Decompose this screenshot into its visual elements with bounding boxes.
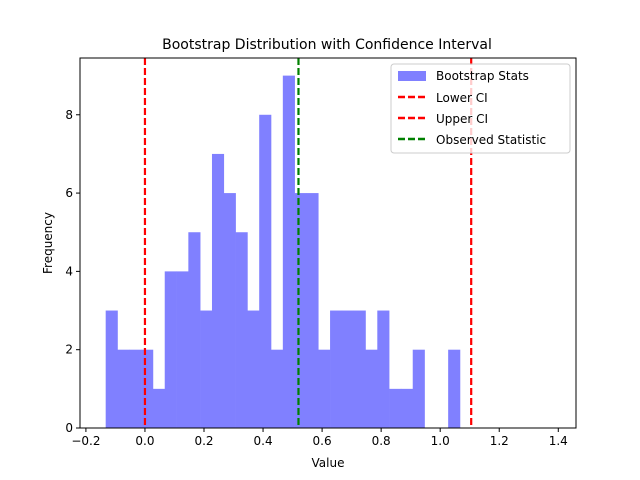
histogram-bar xyxy=(400,388,414,428)
y-tick-label: 8 xyxy=(65,108,73,122)
legend-box xyxy=(390,63,571,154)
histogram-bar xyxy=(377,310,390,428)
legend-label-observed: Observed Statistic xyxy=(436,133,546,147)
y-tick-label: 0 xyxy=(65,421,73,435)
legend-swatch-bootstrap xyxy=(398,71,426,81)
histogram-bar xyxy=(141,349,154,428)
histogram-bar xyxy=(105,310,118,428)
histogram-bar xyxy=(164,271,177,428)
histogram-bar xyxy=(211,153,225,429)
histogram-bar xyxy=(330,310,343,428)
histogram-bar xyxy=(294,193,307,428)
histogram-bar xyxy=(247,310,260,428)
histogram-bar xyxy=(412,349,425,428)
histogram-bar xyxy=(223,193,236,428)
x-tick-label: 0.6 xyxy=(313,434,332,448)
x-tick-label: 1.4 xyxy=(549,434,568,448)
histogram-bar xyxy=(389,388,402,428)
x-axis: −0.2 0.0 0.2 0.4 0.6 0.8 1.0 1.2 1.4 xyxy=(71,428,568,448)
x-tick-label: 0.2 xyxy=(194,434,213,448)
x-tick-label: 0.0 xyxy=(135,434,154,448)
histogram-bar xyxy=(176,271,189,428)
x-tick-label: −0.2 xyxy=(71,434,100,448)
histogram-bar xyxy=(271,349,284,428)
histogram-bar xyxy=(235,232,248,428)
histogram-bar xyxy=(448,349,461,428)
y-axis: 0 2 4 6 8 xyxy=(65,108,80,435)
histogram-bar xyxy=(341,310,354,428)
x-tick-label: 0.8 xyxy=(372,434,391,448)
histogram-bar xyxy=(318,349,331,428)
legend-label-bootstrap: Bootstrap Stats xyxy=(436,69,529,83)
histogram-bar xyxy=(152,388,166,428)
histogram-bar xyxy=(365,349,378,428)
legend-label-lower-ci: Lower CI xyxy=(436,91,488,105)
histogram-bar xyxy=(259,114,272,428)
chart-title: Bootstrap Distribution with Confidence I… xyxy=(162,37,492,53)
x-tick-label: 0.4 xyxy=(254,434,273,448)
x-tick-label: 1.0 xyxy=(431,434,450,448)
histogram-bar xyxy=(353,310,366,428)
histogram-bar xyxy=(306,193,319,428)
x-axis-label: Value xyxy=(312,456,345,470)
y-tick-label: 2 xyxy=(65,343,73,357)
histogram-bar xyxy=(129,349,142,428)
y-tick-label: 4 xyxy=(65,264,73,278)
histogram-bars xyxy=(105,75,461,429)
histogram-bar xyxy=(282,75,295,428)
y-tick-label: 6 xyxy=(65,186,73,200)
x-tick-label: 1.2 xyxy=(490,434,509,448)
histogram-bar xyxy=(200,310,213,428)
legend-label-upper-ci: Upper CI xyxy=(436,112,488,126)
legend: Bootstrap Stats Lower CI Upper CI Observ… xyxy=(390,63,571,154)
histogram-bar xyxy=(117,349,130,428)
histogram-bar xyxy=(188,232,201,428)
y-axis-label: Frequency xyxy=(41,212,55,274)
plot-frame xyxy=(79,57,577,429)
